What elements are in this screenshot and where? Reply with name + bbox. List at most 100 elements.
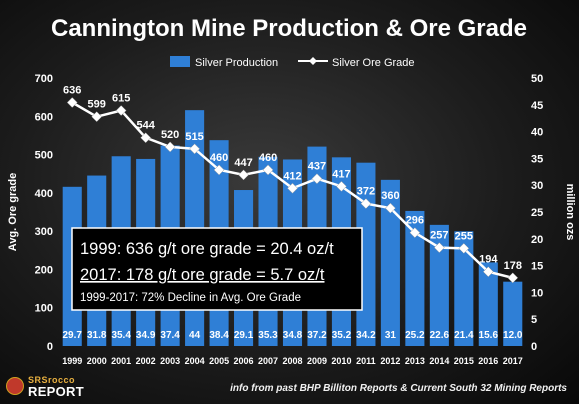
y-tick-right-25: 25	[531, 207, 543, 219]
annotation-line-3: 1999-2017: 72% Decline in Avg. Ore Grade	[80, 292, 301, 304]
grade-label-2011: 372	[357, 186, 375, 198]
x-tick-2009: 2009	[307, 356, 327, 366]
bar-2014	[429, 224, 449, 346]
bar-label-2001: 35.4	[111, 330, 131, 341]
y-tick-right-15: 15	[531, 261, 543, 273]
annotation-line-2: 2017: 178 g/t ore grade = 5.7 oz/t	[80, 266, 325, 284]
grade-label-2006: 447	[234, 157, 252, 169]
grade-label-2003: 520	[161, 129, 179, 141]
y-axis-left-label: Avg. Ore grade	[7, 173, 19, 251]
grade-point-1999	[66, 97, 78, 108]
bar-label-2004: 44	[189, 330, 201, 341]
grade-point-2014	[433, 242, 445, 253]
y-tick-left-300: 300	[35, 226, 53, 238]
y-tick-right-0: 0	[531, 341, 537, 353]
grade-point-2008	[287, 182, 298, 194]
bar-label-2013: 25.2	[405, 330, 425, 341]
y-tick-right-5: 5	[531, 314, 537, 326]
grade-label-2007: 460	[259, 152, 277, 164]
x-tick-2016: 2016	[478, 356, 498, 366]
x-tick-2002: 2002	[136, 356, 156, 366]
srsrocco-logo: SRSrocco REPORT	[6, 375, 106, 399]
y-axis-left: 0 100 200 300 400 500 600 700	[35, 73, 53, 353]
y-tick-left-700: 700	[35, 73, 53, 85]
bar-2013	[405, 210, 425, 346]
y-tick-left-100: 100	[35, 303, 53, 315]
chart-title: Cannington Mine Production & Ore Grade	[51, 15, 527, 42]
grade-point-2009	[311, 173, 323, 185]
x-tick-2006: 2006	[234, 356, 254, 366]
grade-point-2001	[115, 105, 127, 116]
bar-label-1999: 29.7	[63, 330, 83, 341]
grade-label-2002: 544	[136, 120, 155, 132]
grade-label-2009: 437	[308, 161, 326, 173]
y-tick-left-400: 400	[35, 188, 53, 200]
logo-seal-icon	[6, 377, 24, 395]
grade-point-2015	[458, 243, 470, 254]
bar-label-2015: 21.4	[454, 330, 474, 341]
grade-label-2005: 460	[210, 152, 228, 164]
x-axis: 1999 2000 2001 2002 2003 2004 2005 2006 2007 2008…	[62, 356, 523, 366]
annotation-line-1: 1999: 636 g/t ore grade = 20.4 oz/t	[80, 240, 334, 258]
bar-2016	[478, 262, 498, 346]
bar-value-labels: 29.7 31.8 35.4 34.9 37.4 44 38.4 29.1 35.3 34.8 37…	[63, 330, 523, 341]
grade-point-2012	[385, 202, 396, 214]
x-tick-2008: 2008	[282, 356, 302, 366]
grade-point-2010	[336, 180, 347, 192]
bar-label-2003: 37.4	[160, 330, 180, 341]
grade-label-2014: 257	[430, 230, 448, 242]
grade-point-2005	[213, 164, 225, 176]
y-tick-right-10: 10	[531, 287, 543, 299]
grade-point-2011	[360, 198, 372, 209]
x-tick-2015: 2015	[454, 356, 474, 366]
grade-point-2007	[262, 164, 274, 176]
x-tick-2012: 2012	[380, 356, 400, 366]
bar-2017	[503, 281, 523, 346]
grade-label-2008: 412	[283, 170, 301, 182]
grade-label-2000: 599	[88, 99, 106, 111]
grade-point-2003	[164, 141, 176, 153]
x-tick-2011: 2011	[356, 356, 376, 366]
bar-label-2011: 34.2	[356, 330, 376, 341]
bar-label-2017: 12.0	[503, 330, 523, 341]
bar-label-2008: 34.8	[283, 330, 303, 341]
y-tick-right-20: 20	[531, 234, 543, 246]
y-tick-right-40: 40	[531, 127, 543, 139]
bar-label-2006: 29.1	[234, 330, 254, 341]
bar-label-2016: 15.6	[479, 330, 499, 341]
y-tick-left-600: 600	[35, 111, 53, 123]
grade-point-2000	[91, 111, 103, 123]
x-tick-1999: 1999	[62, 356, 82, 366]
bar-label-2014: 22.6	[430, 330, 450, 341]
y-tick-left-500: 500	[35, 150, 53, 162]
y-tick-right-35: 35	[531, 153, 543, 165]
x-tick-2014: 2014	[429, 356, 449, 366]
grade-label-2017: 178	[504, 260, 522, 272]
logo-text-top: SRSrocco	[28, 375, 76, 385]
y-tick-left-200: 200	[35, 264, 53, 276]
grade-label-2015: 255	[455, 230, 473, 242]
bar-label-2002: 34.9	[136, 330, 156, 341]
source-note: info from past BHP Billiton Reports & Cu…	[230, 383, 567, 394]
bar-label-2012: 31	[385, 330, 397, 341]
bar-2012	[380, 179, 400, 346]
grade-point-2004	[189, 143, 200, 155]
grade-point-2017	[507, 272, 519, 284]
bar-label-2007: 35.3	[258, 330, 278, 341]
y-axis-right-label: million ozs	[564, 184, 576, 241]
x-tick-2005: 2005	[209, 356, 229, 366]
bar-label-2009: 37.2	[307, 330, 327, 341]
x-tick-2004: 2004	[185, 356, 205, 366]
legend-label-grade: Silver Ore Grade	[332, 57, 415, 69]
x-tick-2001: 2001	[111, 356, 131, 366]
grade-label-2010: 417	[332, 168, 350, 180]
grade-point-2002	[140, 132, 152, 144]
bar-label-2010: 35.2	[332, 330, 352, 341]
legend-swatch-production	[170, 56, 190, 67]
grade-point-2016	[482, 266, 494, 278]
grade-label-2012: 360	[381, 190, 399, 202]
bar-label-2005: 38.4	[209, 330, 229, 341]
x-tick-2017: 2017	[503, 356, 523, 366]
grade-label-2016: 194	[479, 254, 498, 266]
